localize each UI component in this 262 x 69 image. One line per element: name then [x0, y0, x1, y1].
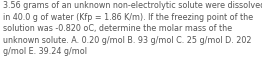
Text: 3.56 grams of an unknown non-electrolytic solute were dissolved
in 40.0 g of wat: 3.56 grams of an unknown non-electrolyti…: [3, 1, 262, 56]
